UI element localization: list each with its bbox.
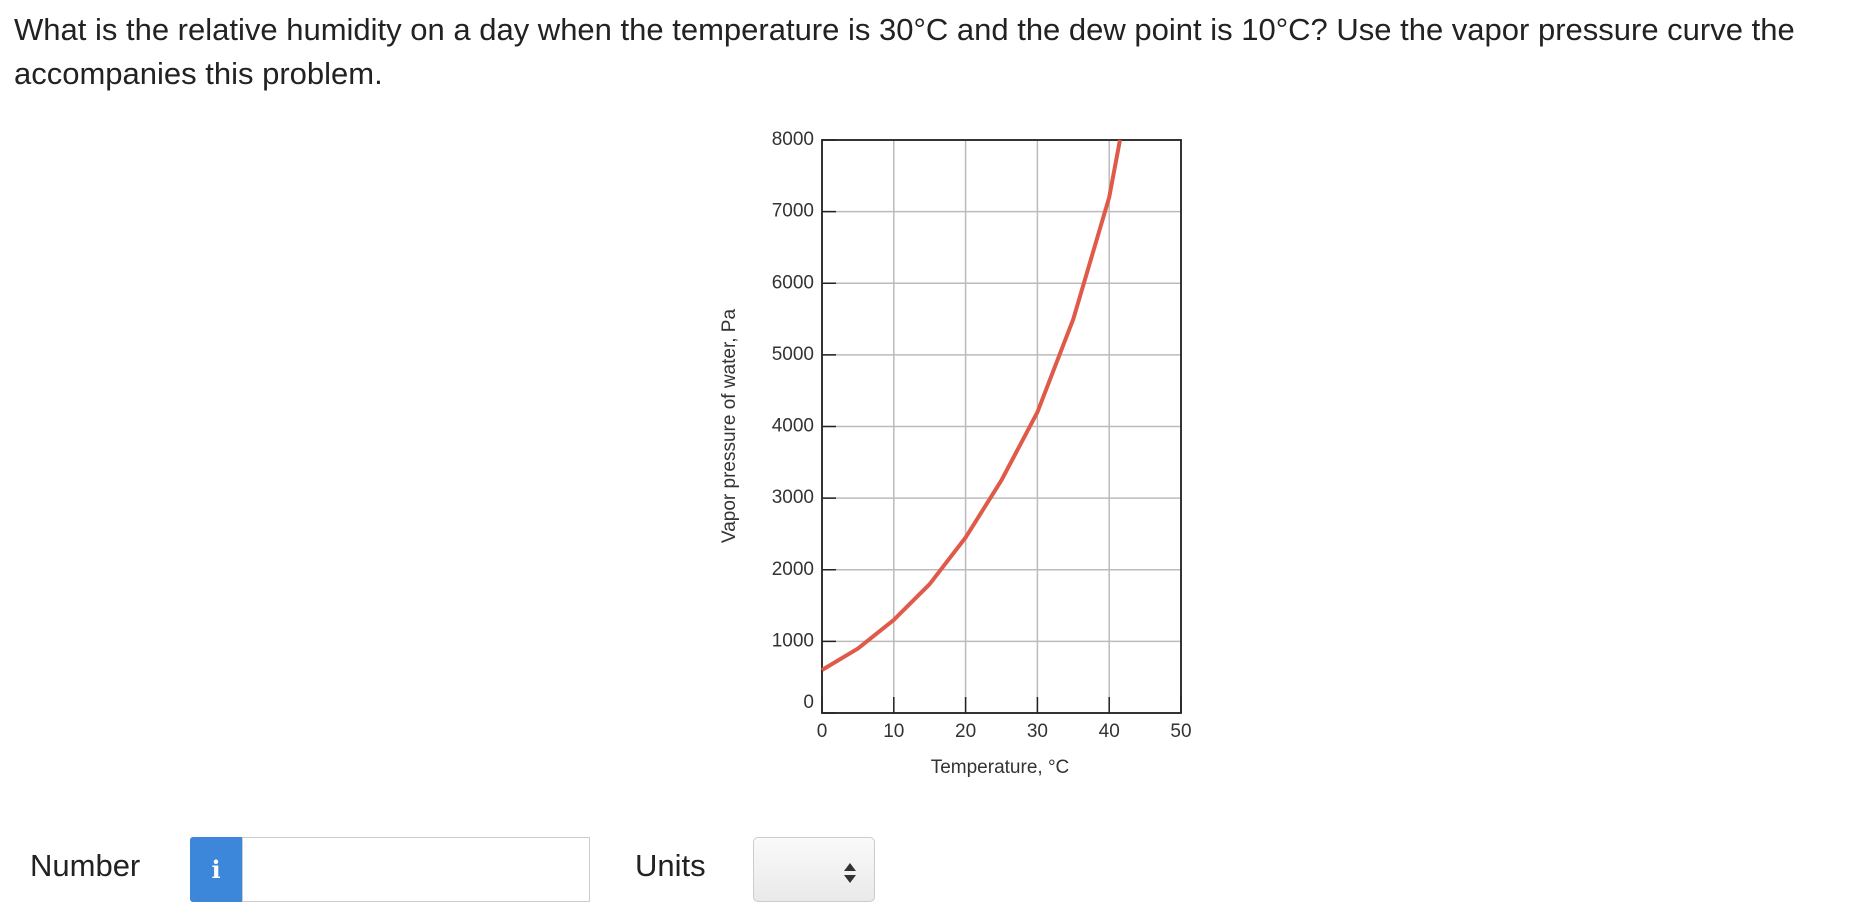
line xyxy=(820,139,1122,672)
units-select[interactable] xyxy=(753,837,875,902)
x-tick-label: 0 xyxy=(817,721,828,742)
y-tick-label: 4000 xyxy=(772,416,814,437)
number-input[interactable] xyxy=(242,837,590,902)
y-tick-label: 7000 xyxy=(772,201,814,222)
x-tick-label: 30 xyxy=(1027,721,1048,742)
plot-frame xyxy=(821,139,1182,714)
y-tick-label: 8000 xyxy=(772,129,814,150)
y-tick-label: 3000 xyxy=(772,487,814,508)
y-axis-label: Vapor pressure of water, Pa xyxy=(719,309,740,544)
x-tick-label: 50 xyxy=(1170,721,1191,742)
units-label: Units xyxy=(635,848,706,883)
y-tick-label: 2000 xyxy=(772,559,814,580)
y-tick-label: 6000 xyxy=(772,272,814,293)
x-tick-label: 40 xyxy=(1099,721,1120,742)
y-tick-label: 5000 xyxy=(772,344,814,365)
info-button[interactable]: i xyxy=(190,837,242,902)
select-arrows xyxy=(844,863,856,883)
x-tick-label: 10 xyxy=(883,721,904,742)
y-tick-label: 0 xyxy=(803,692,814,713)
y-tick-label: 1000 xyxy=(772,630,814,651)
number-label: Number xyxy=(30,848,141,883)
question: What is the relative humidity on a day w… xyxy=(14,12,1795,91)
x-tick-label: 20 xyxy=(955,721,976,742)
chart: Temperature, °C Vapor pressure of water,… xyxy=(719,129,1192,778)
x-axis-label: Temperature, °C xyxy=(931,757,1070,778)
